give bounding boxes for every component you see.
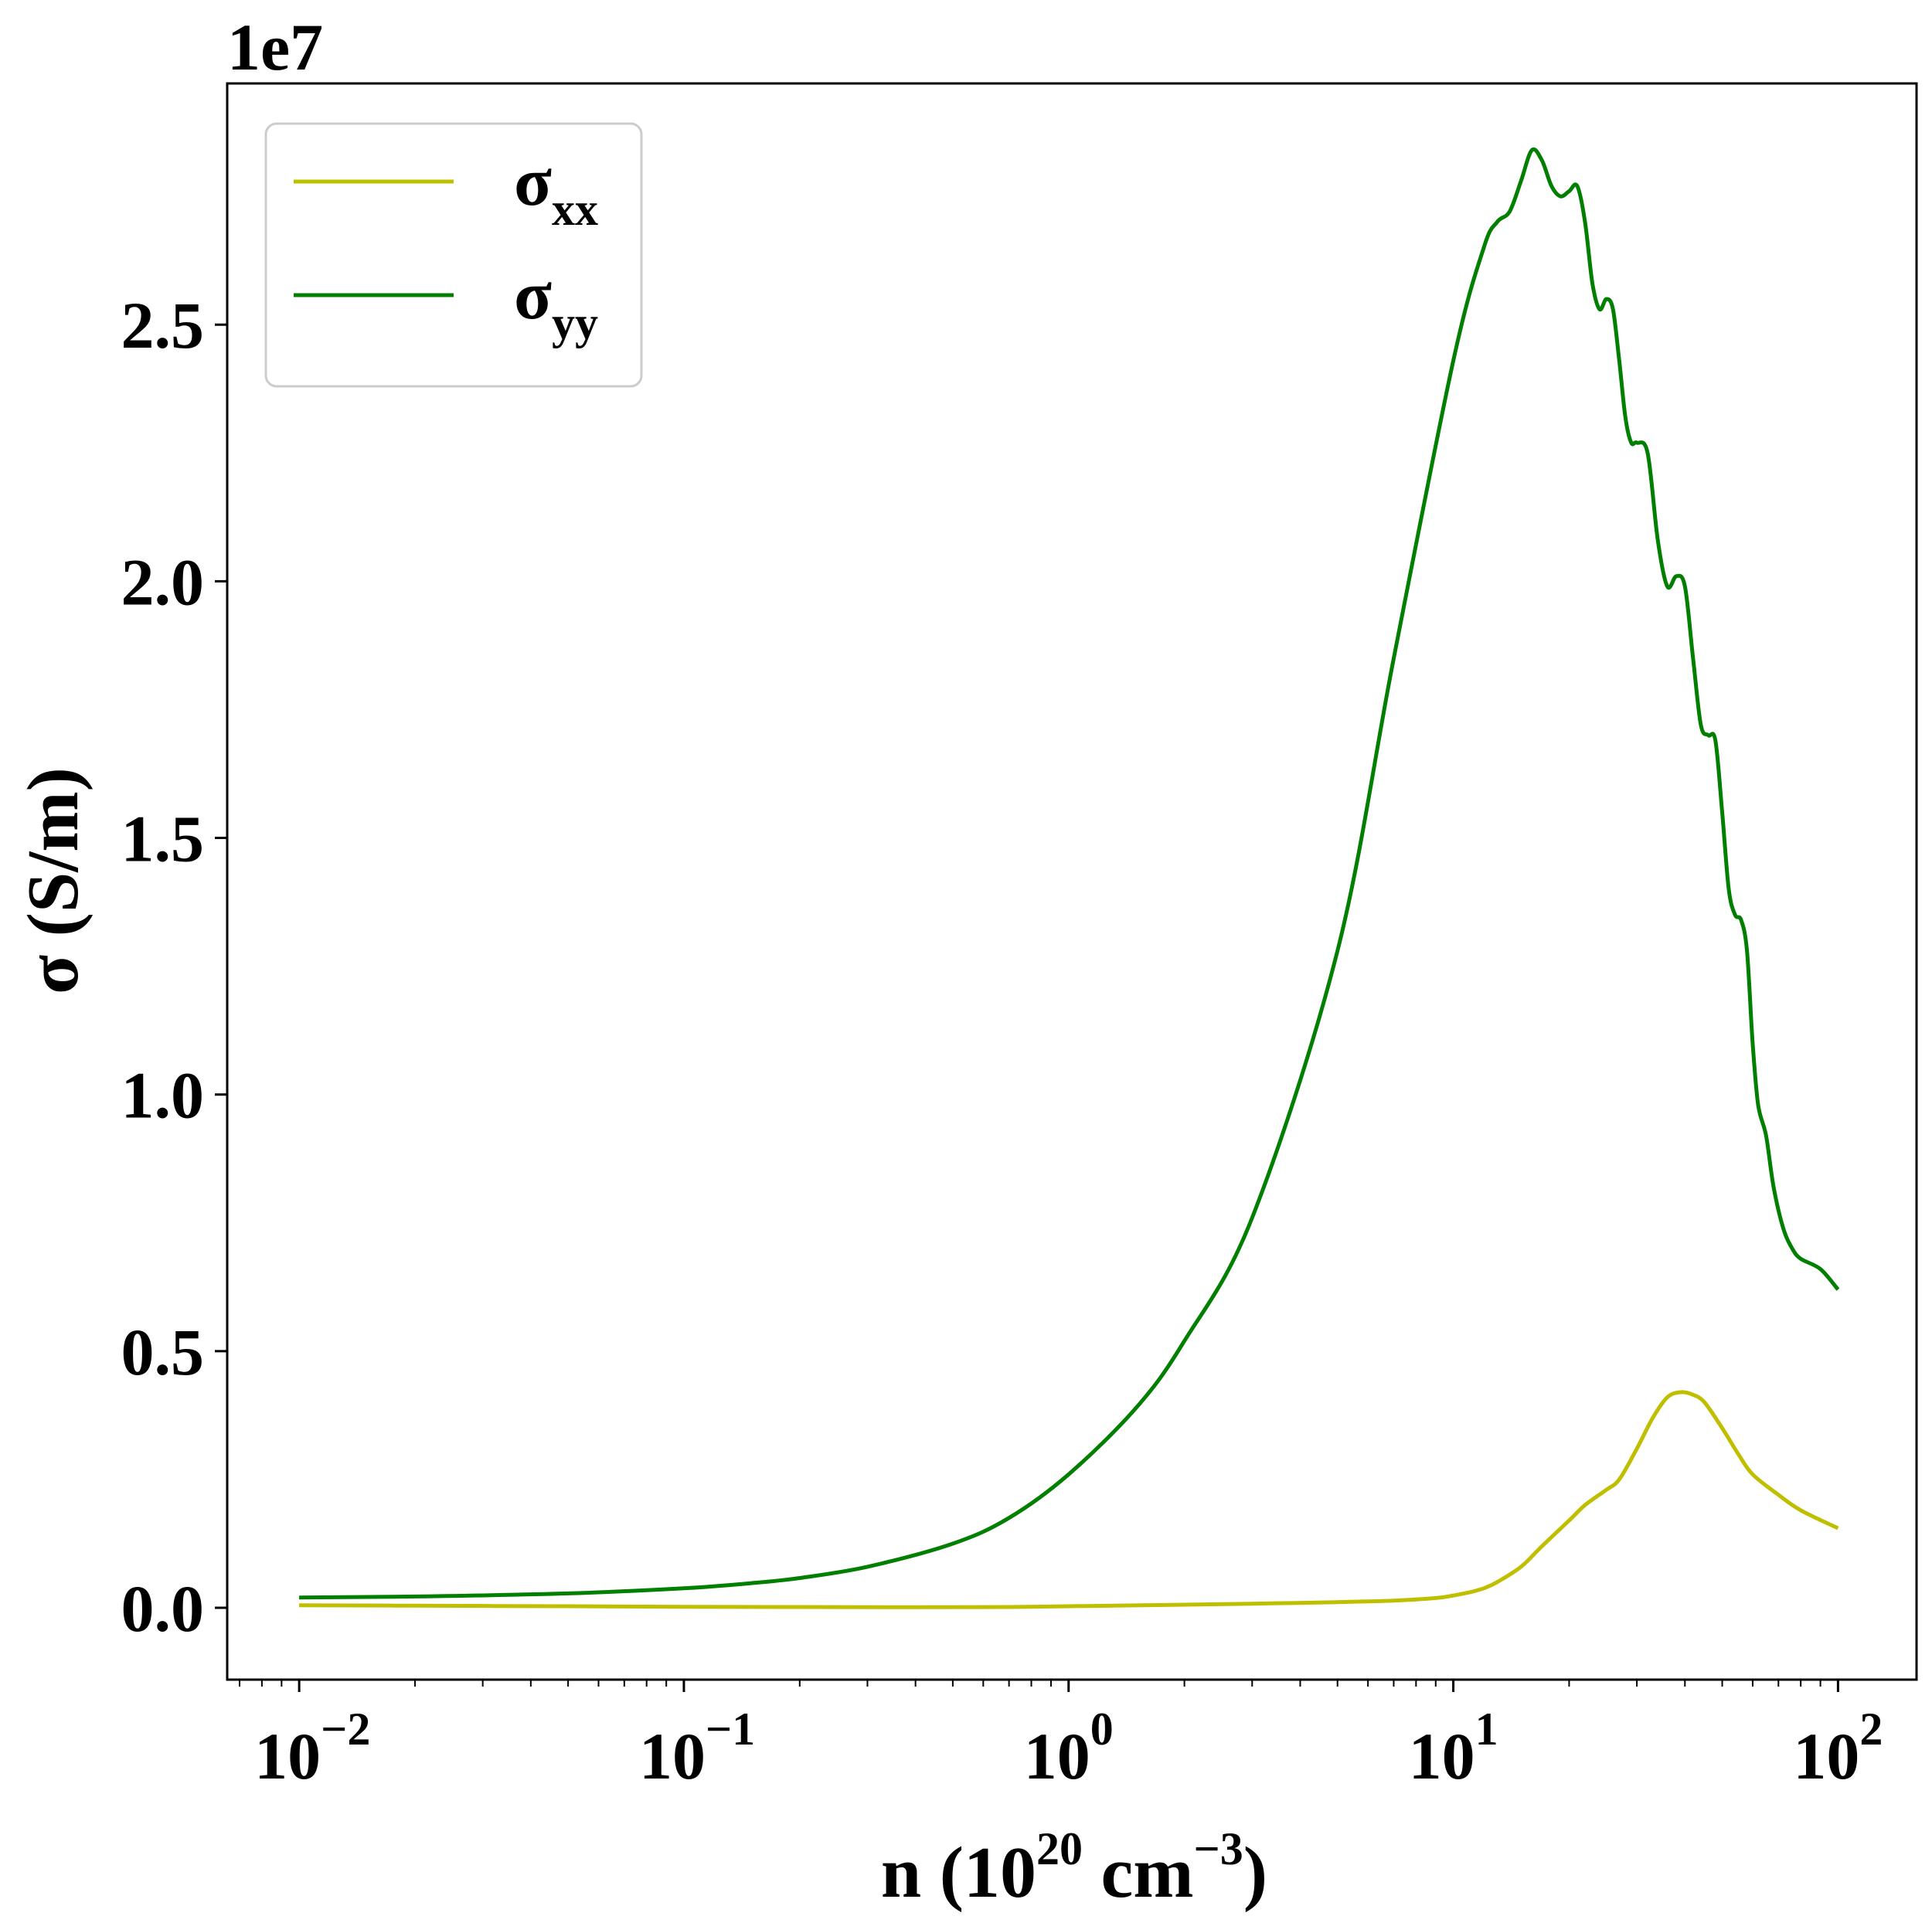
y-tick-label: 1.5 [121, 802, 205, 876]
legend-box [264, 122, 643, 388]
x-tick-label-base: 10 [1409, 1719, 1475, 1793]
x-axis-title: n (1020 cm−3) [881, 1823, 1267, 1913]
y-ticks: 0.0 0.5 1.0 1.5 2.0 2.5 [121, 288, 227, 1646]
x-tick-label: 101 [1409, 1704, 1498, 1793]
x-tick-label-base: 10 [1024, 1719, 1090, 1793]
x-axis-title-mid: cm [1083, 1833, 1194, 1913]
x-tick-label: 102 [1793, 1704, 1883, 1793]
y-tick-label: 0.5 [121, 1315, 205, 1389]
y-offset-label: 1e7 [227, 10, 323, 84]
y-tick-label: 2.0 [121, 545, 205, 619]
series-line-sigma-yy [299, 147, 1840, 1600]
legend-label-sigma-xx: σxx [514, 144, 598, 235]
x-axis-title-exp1: 20 [1036, 1823, 1083, 1874]
legend: σxx σyy [264, 122, 643, 388]
x-tick-label: 10−1 [639, 1704, 755, 1793]
plot-frame [226, 82, 1918, 1681]
y-tick-label: 1.0 [121, 1058, 205, 1133]
x-tick-label-exp: −1 [706, 1704, 755, 1755]
x-tick-label-base: 10 [254, 1719, 321, 1793]
legend-label-sigma-xx-sub: xx [552, 184, 598, 235]
legend-label-sigma-yy: σyy [514, 257, 598, 348]
y-tick-label: 2.5 [121, 288, 205, 362]
x-tick-label-exp: 1 [1475, 1704, 1498, 1755]
x-axis-title-base: n (10 [881, 1833, 1036, 1913]
x-axis-title-exp2: −3 [1194, 1823, 1243, 1874]
legend-label-sigma-yy-base: σ [514, 257, 552, 334]
legend-label-sigma-yy-sub: yy [552, 297, 598, 348]
x-axis-title-end: ) [1243, 1833, 1267, 1913]
x-tick-label-exp: 0 [1090, 1704, 1114, 1755]
x-tick-label: 100 [1024, 1704, 1114, 1793]
series-line-sigma-xx [299, 1390, 1839, 1609]
x-tick-label-exp: −2 [321, 1704, 370, 1755]
x-tick-label-exp: 2 [1859, 1704, 1883, 1755]
y-tick-label: 0.0 [121, 1571, 205, 1646]
plot-lines [299, 147, 1840, 1609]
x-tick-label: 10−2 [254, 1704, 370, 1793]
x-tick-label-base: 10 [1793, 1719, 1859, 1793]
legend-label-sigma-xx-base: σ [514, 144, 552, 220]
x-tick-label-base: 10 [639, 1719, 706, 1793]
y-axis-title: σ (S/m) [13, 767, 94, 994]
x-ticks: 10−2 10−1 100 101 102 [254, 1680, 1883, 1793]
